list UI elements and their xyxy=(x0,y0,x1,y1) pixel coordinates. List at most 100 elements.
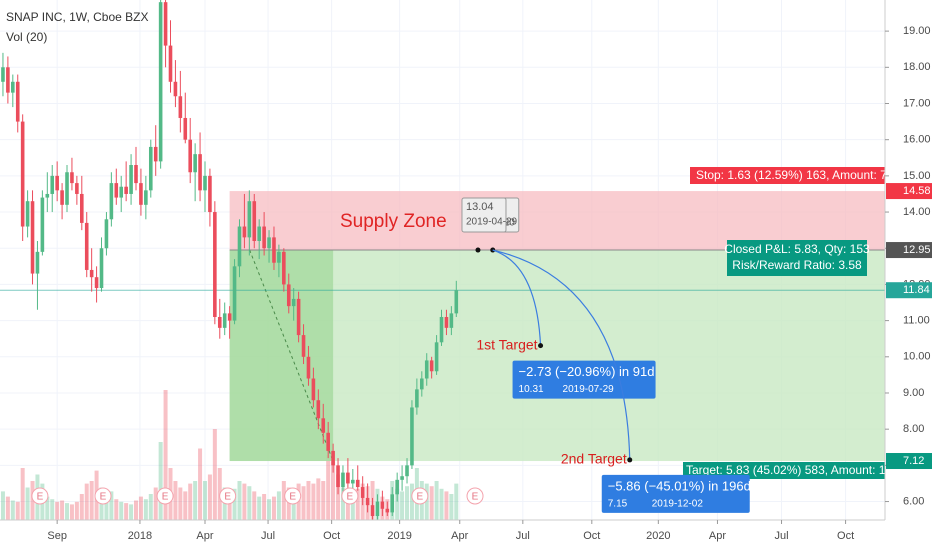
candle-body xyxy=(1,67,5,82)
candle-body xyxy=(346,472,350,484)
volume-bar xyxy=(212,429,217,520)
price-tag-label: 7.12 xyxy=(903,455,924,467)
origin-date: 2019-04-29 xyxy=(466,217,518,228)
candle-body xyxy=(124,186,128,194)
volume-bar xyxy=(193,481,198,520)
volume-bar xyxy=(355,488,360,520)
candle-body xyxy=(242,226,247,238)
candle-body xyxy=(232,266,237,321)
y-tick-label: 8.00 xyxy=(903,423,924,435)
earnings-label: E xyxy=(416,492,423,503)
target-point xyxy=(538,343,544,349)
y-tick-label: 18.00 xyxy=(903,61,931,73)
volume-bar xyxy=(158,442,163,520)
candle-body xyxy=(420,378,424,390)
target-box xyxy=(512,360,656,399)
volume-bar xyxy=(449,494,454,520)
stop-label: Stop: 1.63 (12.59%) 163, Amount: 750.6 xyxy=(696,168,910,182)
candle-body xyxy=(55,175,59,191)
candle-body xyxy=(198,154,202,191)
candle-body xyxy=(30,201,35,274)
volume-bar xyxy=(173,481,178,520)
volume-bar xyxy=(286,487,291,520)
candle-body xyxy=(385,508,390,513)
candle-body xyxy=(163,2,168,46)
price-tag xyxy=(886,282,932,299)
volume-bar xyxy=(434,481,439,520)
candle-body xyxy=(99,248,104,289)
volume-bar xyxy=(340,487,345,520)
candle-body xyxy=(395,479,399,495)
y-tick-label: 14.00 xyxy=(903,206,931,218)
earnings-marker xyxy=(341,487,359,505)
volume-bar xyxy=(429,486,434,520)
price-tag xyxy=(886,242,932,259)
earnings-marker xyxy=(31,487,49,505)
y-tick-label: 6.00 xyxy=(903,495,924,507)
candle-body xyxy=(257,226,261,242)
volume-bar xyxy=(188,483,193,520)
volume-bar xyxy=(114,499,119,520)
candle-body xyxy=(355,479,360,488)
candle-body xyxy=(6,67,10,93)
candle-body xyxy=(50,175,55,194)
candle-body xyxy=(252,201,257,242)
candle-body xyxy=(178,96,183,118)
candle-body xyxy=(311,378,316,401)
volume-bar xyxy=(183,491,188,520)
earnings-label: E xyxy=(100,492,107,503)
earnings-marker xyxy=(156,487,174,505)
candle-body xyxy=(203,175,207,191)
candle-body xyxy=(79,193,84,223)
candle-body xyxy=(213,212,217,317)
candle-body xyxy=(326,432,330,451)
candle-body xyxy=(380,501,385,509)
volume-bar xyxy=(45,496,50,520)
candle-body xyxy=(247,201,252,238)
candle-body xyxy=(301,335,306,357)
candle-body xyxy=(144,190,148,205)
target-price: 10.31 xyxy=(519,384,544,395)
volume-bar xyxy=(15,501,20,520)
ratio-label: Risk/Reward Ratio: 3.58 xyxy=(732,258,862,272)
volume-bar xyxy=(409,483,414,520)
candle-body xyxy=(415,389,419,408)
x-tick-label: Apr xyxy=(709,530,726,542)
candle-body xyxy=(15,81,20,122)
price-tag-label: 11.84 xyxy=(903,284,930,296)
target-label: 1st Target xyxy=(476,336,537,352)
volume-bar xyxy=(60,500,65,520)
candle-body xyxy=(119,186,124,198)
x-tick-label: Jul xyxy=(261,530,275,542)
closed-label: Closed P&L: 5.83, Qty: 153 xyxy=(724,242,870,256)
volume-bar xyxy=(350,494,355,520)
candle-body xyxy=(262,226,266,249)
volume-bar xyxy=(10,500,15,520)
volume-bar xyxy=(454,483,459,520)
candle-body xyxy=(25,201,30,227)
candle-body xyxy=(222,313,227,328)
target-zone xyxy=(229,250,885,462)
volume-bar xyxy=(5,496,10,520)
candle-body xyxy=(237,226,242,267)
volume-bar xyxy=(109,491,114,520)
volume-bar xyxy=(345,491,350,520)
candle-body xyxy=(291,298,296,307)
candle-body xyxy=(188,139,193,173)
volume-bar xyxy=(311,483,316,520)
candle-body xyxy=(405,465,409,477)
volume-bar xyxy=(50,499,55,520)
candle-body xyxy=(360,487,365,498)
x-tick-label: Oct xyxy=(837,530,854,542)
candle-body xyxy=(429,360,434,372)
projection-arrow xyxy=(492,249,631,460)
target-pos-box xyxy=(683,462,885,479)
candle-body xyxy=(139,183,143,205)
volume-bar xyxy=(257,496,262,520)
volume-bar xyxy=(153,487,158,520)
volume-bar xyxy=(331,461,336,520)
volume-bar xyxy=(395,488,400,520)
volume-bar xyxy=(301,486,306,520)
